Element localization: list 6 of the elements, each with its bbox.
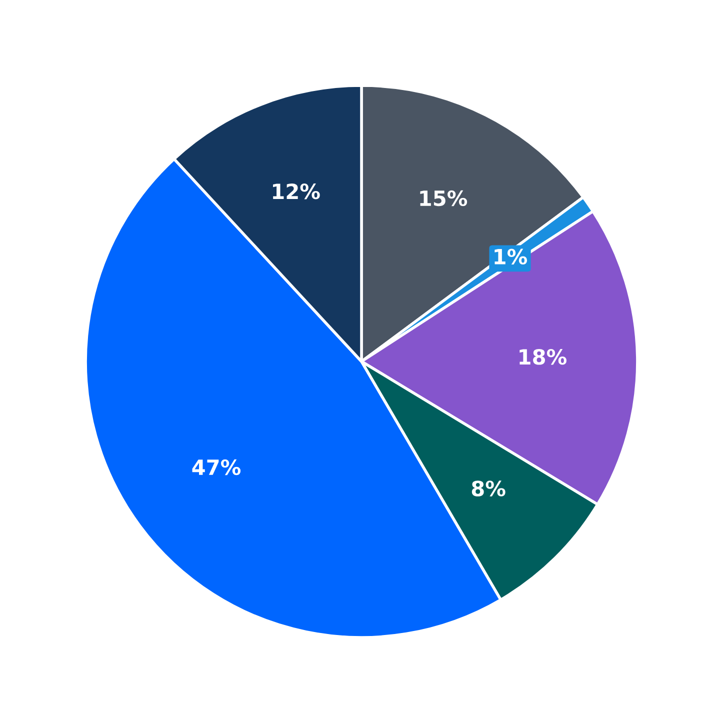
- data-label: 1%: [494, 248, 528, 265]
- data-label: 47%: [192, 459, 241, 476]
- data-label: 8%: [472, 480, 506, 496]
- data-label: 15%: [420, 190, 468, 206]
- data-label: 12%: [273, 183, 320, 200]
- data-label: 18%: [520, 348, 566, 365]
